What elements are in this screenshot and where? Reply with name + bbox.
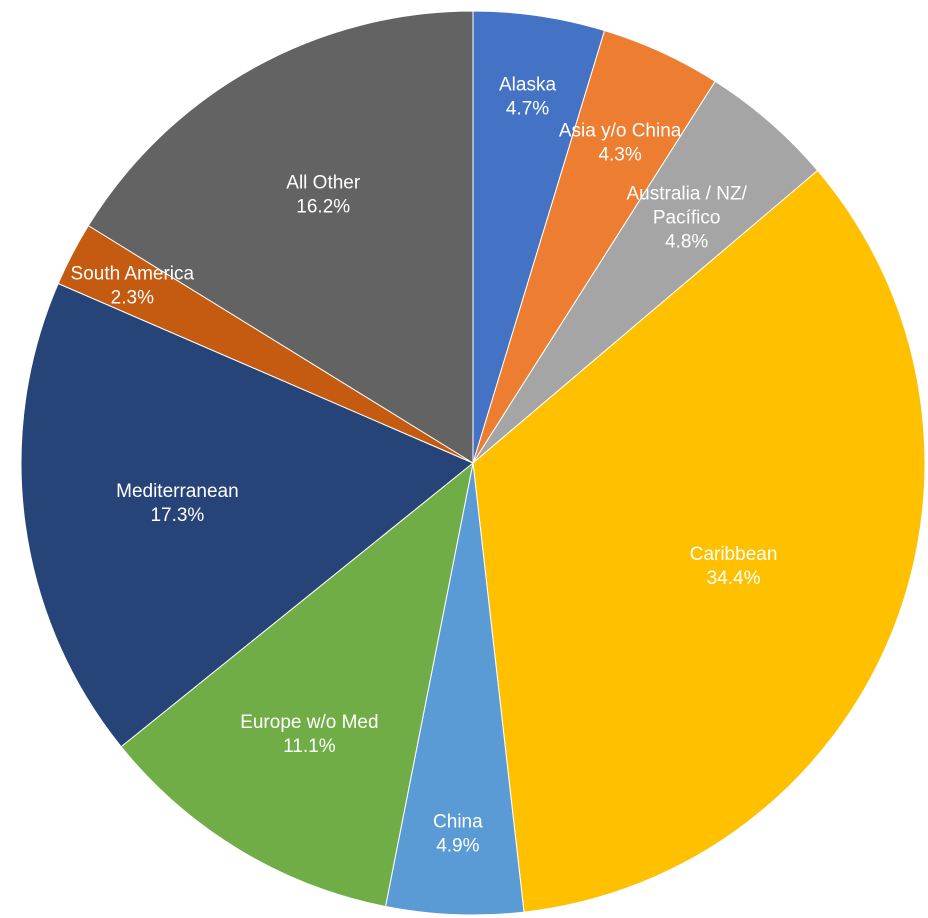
pie-slice-name-caribbean: Caribbean (690, 544, 778, 565)
labels-layer: Alaska 4.7% Asia y/o China 4.3% Australia / … (71, 74, 778, 856)
pie-slice-value-mediterranean: 17.3% (150, 505, 204, 526)
pie-slice-name-all-other: All Other (286, 173, 361, 194)
pie-slice-label-europe-w-o-med: Europe w/o Med 11.1% (240, 712, 378, 757)
pie-slice-value-asia-y-o-china: 4.3% (598, 145, 641, 166)
pie-slice-value-south-america: 2.3% (111, 287, 154, 308)
pie-slice-label-mediterranean: Mediterranean 17.3% (116, 481, 239, 526)
pie-slice-caribbean (472, 169, 926, 913)
pie-slice-mediterranean (20, 282, 474, 748)
pie-slice-label-all-other: All Other 16.2% (286, 173, 361, 218)
pie-slice-label-south-america: South America 2.3% (71, 263, 195, 308)
pie-slice-value-europe-w-o-med: 11.1% (283, 736, 336, 757)
pie-slice-name-australia-nz-pac-fico: Australia / NZ/ (626, 184, 747, 205)
pie-slice-value-alaska: 4.7% (506, 98, 549, 119)
pie-slice-label-alaska: Alaska 4.7% (499, 74, 556, 119)
pie-slice-name-australia-nz-pac-fico: Pacífico (653, 208, 721, 229)
pie-slice-name-alaska: Alaska (499, 74, 556, 95)
pie-slice-europe-w-o-med (120, 461, 474, 908)
pie-slice-name-china: China (433, 811, 483, 832)
pie-slice-name-south-america: South America (71, 263, 195, 284)
pie-slice-name-asia-y-o-china: Asia y/o China (559, 121, 682, 142)
pie-slice-label-australia-nz-pac-fico: Australia / NZ/Pacífico 4.8% (626, 184, 747, 253)
pie-slice-all-other (87, 10, 474, 464)
pie-slice-name-mediterranean: Mediterranean (116, 481, 239, 502)
pie-slice-value-caribbean: 34.4% (707, 568, 761, 589)
pie-slice-label-asia-y-o-china: Asia y/o China 4.3% (559, 121, 682, 166)
pie-slice-label-caribbean: Caribbean 34.4% (690, 544, 778, 589)
pie-slice-value-australia-nz-pac-fico: 4.8% (665, 232, 708, 253)
slices-layer (20, 10, 926, 916)
pie-slice-name-europe-w-o-med: Europe w/o Med (240, 712, 378, 733)
pie-slice-value-china: 4.9% (436, 835, 479, 856)
pie-slice-label-china: China 4.9% (433, 811, 483, 856)
pie-slice-value-all-other: 16.2% (296, 197, 350, 218)
